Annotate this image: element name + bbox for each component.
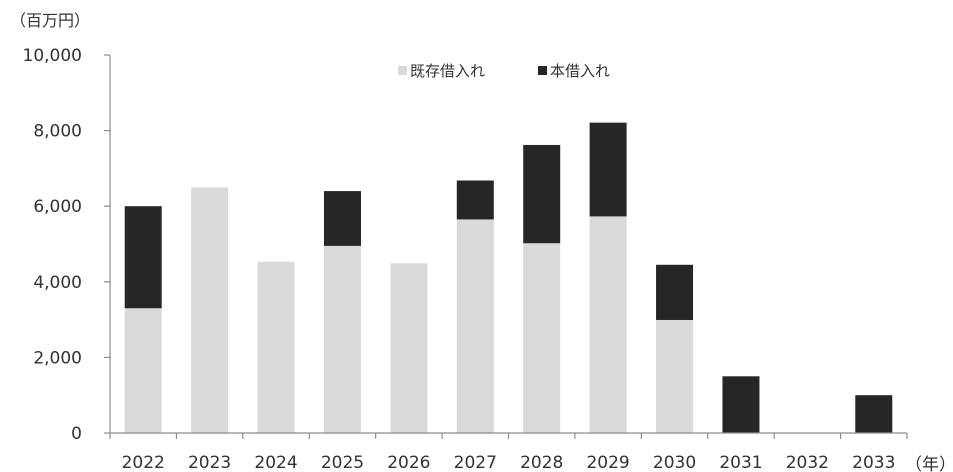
x-tick-label: 2023 bbox=[188, 453, 231, 472]
bar-segment-series-1-2027 bbox=[456, 180, 494, 220]
y-tick-label: 4,000 bbox=[33, 273, 82, 293]
bar-segment-series-0-2026 bbox=[390, 263, 428, 433]
bar-segment-series-1-2033 bbox=[855, 395, 893, 433]
x-tick-label: 2027 bbox=[454, 453, 497, 472]
bar-segment-series-0-2029 bbox=[589, 216, 627, 433]
bar-segment-series-0-2024 bbox=[257, 261, 295, 433]
bar-segment-series-1-2029 bbox=[589, 122, 627, 217]
y-tick-label: 2,000 bbox=[33, 348, 82, 368]
bar-segment-series-1-2031 bbox=[722, 376, 760, 433]
bar-segment-series-1-2025 bbox=[323, 191, 361, 246]
x-tick-label: 2022 bbox=[122, 453, 165, 472]
x-tick-label: 2033 bbox=[852, 453, 895, 472]
x-axis-unit-label: （年） bbox=[905, 455, 953, 472]
x-tick-label: 2026 bbox=[387, 453, 430, 472]
legend-label: 既存借入れ bbox=[410, 62, 485, 80]
legend-swatch bbox=[398, 66, 407, 75]
bar-segment-series-0-2022 bbox=[124, 308, 162, 433]
bar-segment-series-1-2022 bbox=[124, 206, 162, 309]
bar-segment-series-0-2027 bbox=[456, 219, 494, 433]
bar-segment-series-0-2028 bbox=[523, 243, 561, 433]
x-tick-label: 2025 bbox=[321, 453, 364, 472]
x-tick-label: 2030 bbox=[653, 453, 696, 472]
y-axis: 0 2,000 4,000 6,000 8,000 10,000 bbox=[23, 46, 111, 444]
bars-group bbox=[124, 122, 893, 433]
x-tick-label: 2029 bbox=[586, 453, 629, 472]
x-tick-label: 2032 bbox=[786, 453, 829, 472]
bar-segment-series-0-2023 bbox=[191, 187, 229, 433]
x-tick-label: 2024 bbox=[254, 453, 297, 472]
legend: 既存借入れ 本借入れ bbox=[398, 62, 610, 80]
legend-label: 本借入れ bbox=[550, 62, 610, 80]
legend-swatch bbox=[538, 66, 547, 75]
y-tick-label: 6,000 bbox=[33, 197, 82, 217]
y-tick-label: 8,000 bbox=[33, 122, 82, 142]
bar-segment-series-0-2030 bbox=[656, 319, 694, 433]
x-tick-label: 2028 bbox=[520, 453, 563, 472]
bar-segment-series-1-2028 bbox=[523, 144, 561, 244]
bar-segment-series-0-2025 bbox=[323, 245, 361, 433]
bar-segment-series-1-2030 bbox=[656, 264, 694, 320]
y-tick-label: 10,000 bbox=[23, 46, 82, 66]
x-axis: 2022 2023 2024 2025 2026 2027 2028 2029 2030 2031… bbox=[109, 432, 908, 472]
y-axis-unit-label: （百万円） bbox=[10, 11, 90, 30]
y-tick-label: 0 bbox=[71, 424, 82, 444]
x-tick-label: 2031 bbox=[719, 453, 762, 472]
